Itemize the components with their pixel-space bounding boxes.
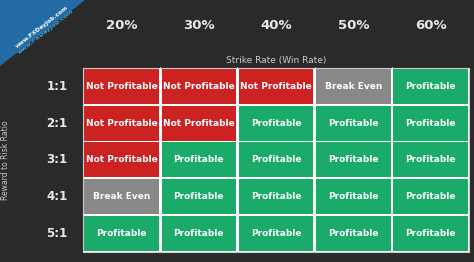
Bar [239, 69, 313, 104]
Text: Profitable: Profitable [328, 155, 379, 164]
Bar [393, 106, 468, 141]
Text: Not Profitable: Not Profitable [86, 119, 157, 128]
Text: Profitable: Profitable [251, 155, 301, 164]
Bar [316, 106, 391, 141]
Text: Profitable: Profitable [251, 192, 301, 201]
Text: Profitable: Profitable [96, 229, 147, 238]
Bar [162, 142, 236, 177]
Text: Profitable: Profitable [405, 229, 456, 238]
Bar [316, 69, 391, 104]
Text: Profitable: Profitable [328, 229, 379, 238]
Bar [162, 216, 236, 251]
Text: Break Even: Break Even [93, 192, 150, 201]
Text: Profitable: Profitable [251, 119, 301, 128]
Bar [162, 69, 236, 104]
Text: Reward to Risk Ratio: Reward to Risk Ratio [1, 120, 10, 200]
Text: Break Even: Break Even [325, 82, 382, 91]
Bar [84, 69, 159, 104]
Bar [239, 142, 313, 177]
Bar [84, 216, 159, 251]
Text: Profitable: Profitable [405, 82, 456, 91]
Text: 50%: 50% [337, 19, 369, 32]
Text: Profitable: Profitable [405, 155, 456, 164]
Text: Profitable: Profitable [328, 119, 379, 128]
Bar [83, 68, 469, 252]
Text: 40%: 40% [260, 19, 292, 32]
Text: Profitable: Profitable [173, 229, 224, 238]
Text: www.FXDayJob.com: www.FXDayJob.com [14, 5, 69, 49]
Bar [239, 216, 313, 251]
Text: 1:1: 1:1 [46, 80, 67, 93]
Text: Profitable: Profitable [251, 229, 301, 238]
Polygon shape [0, 0, 85, 66]
Text: Strike Rate (Win Rate): Strike Rate (Win Rate) [226, 56, 326, 65]
Text: Not Profitable: Not Profitable [163, 82, 235, 91]
Bar [84, 179, 159, 214]
Bar [316, 179, 391, 214]
Text: Not Profitable: Not Profitable [163, 119, 235, 128]
Text: Profitable: Profitable [405, 119, 456, 128]
Bar [393, 179, 468, 214]
Text: 60%: 60% [415, 19, 447, 32]
Text: 5:1: 5:1 [46, 227, 67, 240]
Bar [316, 216, 391, 251]
Bar [393, 69, 468, 104]
Bar [84, 142, 159, 177]
Bar [393, 216, 468, 251]
Text: 30%: 30% [183, 19, 215, 32]
Bar [162, 179, 236, 214]
Bar [162, 106, 236, 141]
Text: Not Profitable: Not Profitable [240, 82, 312, 91]
Text: Not Profitable: Not Profitable [86, 82, 157, 91]
Bar [84, 106, 159, 141]
Text: Not Profitable: Not Profitable [86, 155, 157, 164]
Text: 3:1: 3:1 [46, 153, 67, 166]
Text: 20%: 20% [106, 19, 137, 32]
Text: Profitable: Profitable [173, 192, 224, 201]
Bar [239, 179, 313, 214]
Text: 4:1: 4:1 [46, 190, 67, 203]
Text: Profitable: Profitable [328, 192, 379, 201]
Text: 2:1: 2:1 [46, 117, 67, 130]
Text: Profitable: Profitable [405, 192, 456, 201]
Text: Profitable: Profitable [173, 155, 224, 164]
Text: www.FXDayJob.com: www.FXDayJob.com [17, 8, 74, 55]
Bar [316, 142, 391, 177]
Bar [393, 142, 468, 177]
Bar [239, 106, 313, 141]
